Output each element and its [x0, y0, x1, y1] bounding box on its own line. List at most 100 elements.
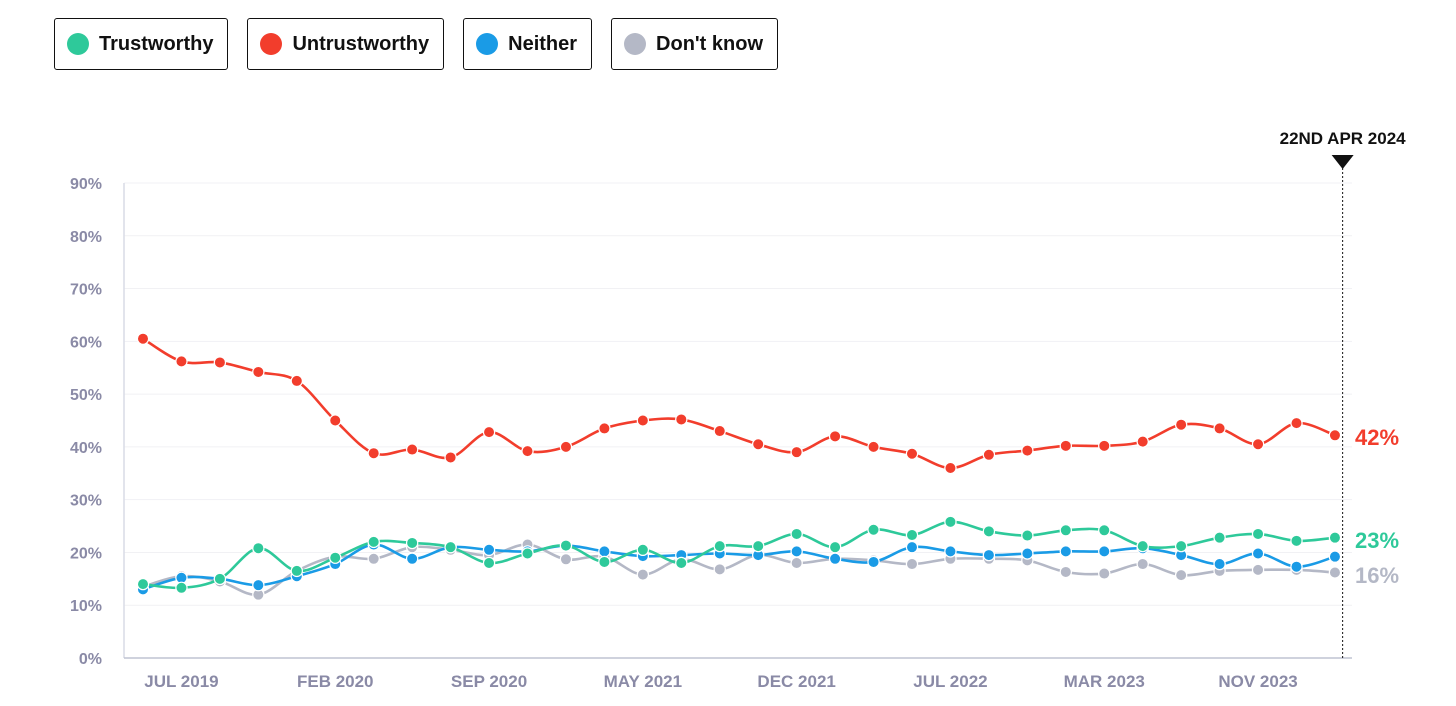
data-point — [1021, 529, 1034, 542]
y-tick-label: 90% — [70, 176, 102, 193]
data-point — [790, 527, 803, 541]
data-point — [1098, 545, 1111, 558]
data-point — [367, 552, 380, 565]
data-point — [1136, 557, 1149, 571]
data-point — [329, 414, 342, 427]
y-tick-label: 70% — [70, 282, 102, 299]
series-untrustworthy — [136, 332, 1342, 475]
legend-label-neither: Neither — [508, 32, 578, 55]
data-point — [1328, 550, 1342, 563]
data-point — [405, 443, 419, 456]
legend-item-dont-know[interactable]: Don't know — [611, 18, 778, 70]
data-point — [1059, 524, 1073, 537]
data-point — [1290, 534, 1303, 548]
series-trustworthy — [136, 515, 1342, 595]
data-point — [252, 542, 265, 555]
data-point — [1213, 557, 1226, 571]
data-point — [1136, 435, 1149, 448]
data-point — [482, 556, 496, 570]
data-point — [1213, 531, 1226, 544]
y-tick-label: 10% — [70, 598, 102, 615]
data-point — [405, 536, 419, 550]
y-tick-label: 60% — [70, 334, 102, 351]
data-point — [598, 555, 611, 569]
data-point — [329, 551, 342, 564]
data-point — [1290, 560, 1303, 573]
legend-item-untrustworthy[interactable]: Untrustworthy — [247, 18, 445, 70]
data-point — [1328, 566, 1342, 579]
data-point — [1059, 545, 1073, 558]
data-point — [713, 424, 726, 438]
data-point — [752, 539, 765, 553]
y-tick-label: 20% — [70, 545, 102, 562]
data-point — [944, 461, 957, 475]
data-point — [713, 539, 726, 553]
end-label-trustworthy: 23% — [1355, 528, 1399, 553]
data-point — [482, 543, 496, 557]
x-tick-label: SEP 2020 — [451, 672, 527, 691]
y-tick-label: 50% — [70, 387, 102, 404]
data-point — [367, 447, 380, 460]
y-tick-label: 40% — [70, 440, 102, 457]
data-point — [405, 552, 419, 565]
data-point — [444, 540, 457, 554]
data-point — [136, 577, 150, 591]
data-point — [252, 365, 265, 379]
data-point — [867, 440, 880, 454]
data-point — [1098, 567, 1111, 580]
data-point — [713, 563, 726, 576]
data-point — [367, 535, 380, 549]
data-point — [1059, 439, 1073, 453]
data-point — [828, 552, 842, 565]
y-tick-label: 80% — [70, 229, 102, 246]
end-label-don-t-know: 16% — [1355, 563, 1399, 588]
legend-dot-untrustworthy — [260, 33, 283, 55]
date-marker-label: 22ND APR 2024 — [1280, 129, 1407, 148]
date-marker-arrow — [1331, 155, 1354, 169]
data-point — [559, 553, 573, 566]
data-point — [790, 545, 803, 558]
legend-item-trustworthy[interactable]: Trustworthy — [54, 18, 229, 70]
data-point — [521, 444, 534, 458]
data-point — [598, 545, 611, 558]
data-point — [905, 528, 919, 542]
data-point — [1098, 524, 1111, 537]
x-tick-label: MAY 2021 — [604, 672, 682, 691]
end-label-untrustworthy: 42% — [1355, 425, 1399, 450]
data-point — [867, 555, 880, 569]
data-point — [1098, 439, 1111, 453]
legend-dot-dont-know — [624, 33, 647, 55]
legend-label-untrustworthy: Untrustworthy — [292, 32, 430, 55]
data-point — [1251, 563, 1265, 577]
data-point — [1328, 531, 1342, 544]
data-point — [982, 548, 996, 562]
data-point — [1251, 547, 1265, 560]
data-point — [982, 525, 996, 538]
data-point — [1021, 444, 1034, 457]
legend-dot-trustworthy — [67, 33, 89, 55]
y-tick-label: 30% — [70, 493, 102, 510]
data-point — [675, 556, 688, 570]
data-point — [1174, 539, 1188, 553]
legend-item-neither[interactable]: Neither — [463, 18, 593, 70]
data-point — [1251, 438, 1265, 451]
data-point — [482, 425, 496, 439]
legend-dot-neither — [476, 33, 499, 55]
data-point — [444, 451, 457, 464]
data-point — [1021, 547, 1034, 560]
data-point — [213, 356, 227, 369]
x-tick-label: JUL 2019 — [144, 672, 218, 691]
series-line-untrustworthy — [142, 337, 1336, 470]
data-point — [675, 413, 688, 426]
data-point — [136, 332, 150, 345]
x-tick-label: FEB 2020 — [297, 672, 374, 691]
data-point — [905, 540, 919, 554]
data-point — [905, 447, 919, 460]
legend: Trustworthy Untrustworthy Neither Don't … — [54, 18, 778, 70]
data-point — [252, 578, 265, 592]
data-point — [175, 581, 188, 595]
legend-label-dont-know: Don't know — [656, 32, 763, 55]
data-point — [828, 540, 842, 554]
data-point — [636, 568, 650, 581]
